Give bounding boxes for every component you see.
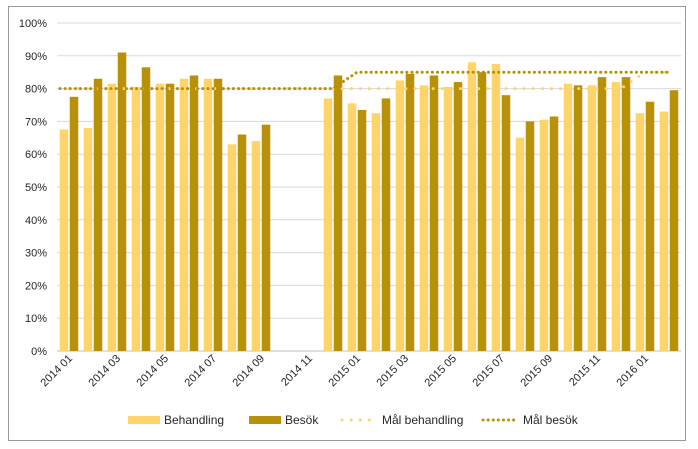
bar-behandling-2014-01 — [59, 129, 69, 351]
y-tick-label: 30% — [25, 248, 47, 260]
bar-bes-k-2014-06 — [189, 75, 199, 351]
bar-behandling-2014-12 — [323, 98, 333, 351]
legend-label-m-l-behandling: Mål behandling — [382, 413, 463, 427]
bars — [59, 52, 679, 352]
x-tick-label: 2015 03 — [375, 353, 412, 390]
line-m-l-behandling — [58, 70, 671, 91]
legend-label-m-l-bes-k: Mål besök — [523, 413, 579, 427]
bar-bes-k-2015-05 — [453, 82, 463, 351]
x-tick-label: 2015 05 — [423, 353, 460, 390]
x-tick-label: 2016 01 — [615, 353, 652, 390]
bar-behandling-2015-10 — [563, 83, 573, 352]
bar-behandling-2014-09 — [251, 141, 261, 351]
bar-bes-k-2015-02 — [381, 98, 391, 351]
y-tick-label: 50% — [25, 182, 47, 194]
bar-behandling-2015-02 — [371, 113, 381, 351]
bar-bes-k-2015-08 — [525, 121, 535, 352]
y-tick-label: 0% — [31, 346, 47, 358]
bar-behandling-2015-01 — [347, 103, 357, 351]
chart-frame: 0% 10% 20% 30% 40% 50% 60% 70% 80% 90% 100% 2014 0… — [8, 6, 686, 441]
x-tick-label: 2014 03 — [87, 353, 124, 390]
y-tick-label: 10% — [25, 313, 47, 325]
bar-behandling-2015-12 — [611, 82, 621, 351]
legend-swatch-behandling — [128, 416, 160, 424]
legend-label-behandling: Behandling — [164, 413, 224, 427]
bar-bes-k-2015-09 — [549, 116, 559, 351]
bar-behandling-2015-03 — [395, 80, 405, 352]
x-tick-label: 2015 07 — [471, 353, 508, 390]
legend-swatch-bes-k — [249, 416, 281, 424]
bar-bes-k-2014-09 — [261, 124, 271, 352]
y-tick-label: 100% — [19, 18, 47, 30]
y-tick-label: 20% — [25, 280, 47, 292]
x-tick-label: 2015 01 — [327, 353, 364, 390]
bar-bes-k-2014-04 — [141, 67, 151, 351]
bar-behandling-2016-01 — [635, 113, 645, 351]
bar-bes-k-2014-01 — [69, 96, 79, 351]
x-tick-label: 2014 11 — [279, 353, 315, 389]
bar-behandling-2014-02 — [83, 127, 93, 352]
target-lines — [58, 70, 671, 91]
bar-behandling-2015-09 — [539, 119, 549, 351]
bar-bes-k-2015-12 — [621, 77, 631, 352]
bar-bes-k-2016-01 — [645, 101, 655, 351]
x-tick-label: 2015 09 — [519, 353, 556, 390]
bar-bes-k-2015-04 — [429, 75, 439, 351]
bar-behandling-2014-05 — [155, 83, 165, 352]
bar-behandling-2014-08 — [227, 144, 237, 351]
bar-behandling-2014-03 — [107, 83, 117, 352]
y-tick-label: 70% — [25, 116, 47, 128]
bar-bes-k-2015-07 — [501, 95, 511, 351]
bar-behandling-2014-04 — [131, 86, 141, 352]
bar-bes-k-2014-05 — [165, 83, 175, 352]
bar-bes-k-2014-07 — [213, 78, 223, 351]
x-tick-label: 2014 01 — [39, 353, 76, 390]
bar-behandling-2014-07 — [203, 78, 213, 351]
bar-bes-k-2014-12 — [333, 75, 343, 351]
bar-bes-k-2015-11 — [597, 77, 607, 352]
bar-bes-k-2015-03 — [405, 73, 415, 351]
x-tick-label: 2015 11 — [567, 353, 603, 389]
bar-bes-k-2015-01 — [357, 109, 367, 351]
bar-behandling-2015-08 — [515, 137, 525, 351]
bar-behandling-2015-05 — [443, 86, 453, 352]
y-axis-ticks: 0% 10% 20% 30% 40% 50% 60% 70% 80% 90% 100% — [19, 18, 47, 358]
x-axis-ticks: 2014 01 2014 03 2014 05 2014 07 2014 09 2014 … — [39, 353, 652, 390]
y-tick-label: 60% — [25, 149, 47, 161]
bar-behandling-2014-06 — [179, 78, 189, 351]
bar-bes-k-2015-10 — [573, 85, 583, 351]
x-tick-label: 2014 05 — [135, 353, 172, 390]
chart: 0% 10% 20% 30% 40% 50% 60% 70% 80% 90% 100% 2014 0… — [19, 18, 681, 427]
y-tick-label: 80% — [25, 84, 47, 96]
gridlines — [57, 22, 681, 352]
bar-behandling-2016-02 — [659, 111, 669, 351]
x-tick-label: 2014 07 — [183, 353, 220, 390]
legend-label-bes-k: Besök — [285, 413, 319, 427]
y-tick-label: 90% — [25, 51, 47, 63]
bar-bes-k-2016-02 — [669, 90, 679, 352]
bar-behandling-2015-06 — [467, 62, 477, 352]
x-tick-label: 2014 09 — [231, 353, 268, 390]
bar-bes-k-2014-08 — [237, 134, 247, 351]
bar-behandling-2015-11 — [587, 85, 597, 351]
legend: Behandling Besök Mål behandling Mål besök — [128, 413, 579, 427]
y-tick-label: 40% — [25, 215, 47, 227]
bar-behandling-2015-04 — [419, 85, 429, 351]
bar-bes-k-2014-02 — [93, 78, 103, 351]
bar-bes-k-2014-03 — [117, 52, 127, 352]
bar-bes-k-2015-06 — [477, 72, 487, 351]
line-m-l-bes-k — [58, 70, 671, 91]
bar-behandling-2015-07 — [491, 64, 501, 351]
